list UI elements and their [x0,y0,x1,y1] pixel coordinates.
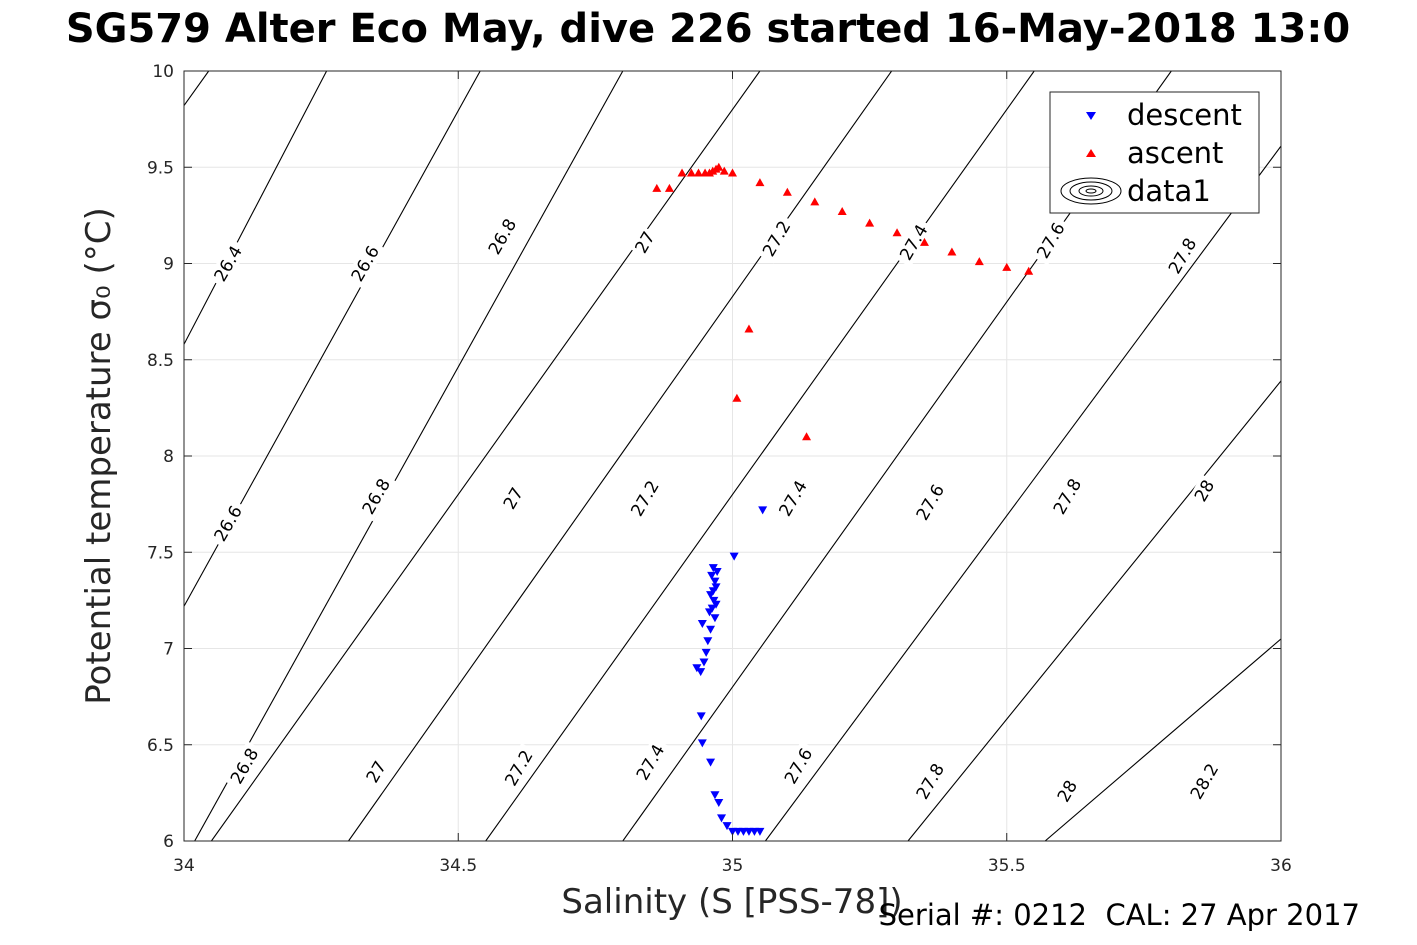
ascent-point [947,247,957,256]
x-tick-label: 34.5 [439,856,477,876]
y-tick-label: 8.5 [147,351,174,371]
serial-cal-note: Serial #: 0212 CAL: 27 Apr 2017 [878,898,1360,932]
x-tick-label: 36 [1270,856,1292,876]
y-tick-label: 6.5 [147,736,174,756]
legend-ascent-label: ascent [1127,136,1223,170]
ascent-point [802,432,812,441]
contour-line [348,71,893,841]
axis-ticks: 34 34.5 35 35.5 36 6 6.5 7 7.5 8 8.5 9 9.5 10 [147,62,1292,876]
ascent-point [728,168,737,177]
legend: descent ascent data1 [1049,91,1260,214]
ascent-point [686,168,696,177]
x-tick-label: 34 [173,856,195,876]
data-points [652,162,1034,836]
legend-descent-marker [1086,112,1096,120]
contour-line [485,71,1035,841]
y-axis-label: Potential temperature σ₀ (°C) [79,207,119,705]
descent-point [758,506,768,515]
contour-icon [1060,177,1122,205]
ascent-point [865,218,875,227]
descent-point [729,552,739,561]
descent-point [696,712,706,721]
ascent-point [1002,262,1012,271]
y-tick-label: 6 [163,832,174,852]
contour-line [184,71,328,345]
contour-line [1044,638,1281,841]
contour-line [184,71,210,106]
ascent-point [782,187,792,196]
legend-box [1049,91,1260,214]
contour-line [210,71,761,841]
ascent-point [732,393,742,402]
descent-point [717,814,727,823]
y-tick-label: 10 [152,62,174,82]
ascent-point [892,228,902,237]
ascent-point [1024,266,1034,275]
x-tick-label: 35 [722,856,744,876]
descent-point [692,664,702,673]
descent-point [755,827,765,836]
ascent-point [755,178,765,187]
ascent-point [837,207,847,216]
descent-point [710,614,720,623]
x-axis-label: Salinity (S [PSS-78]) [561,882,902,922]
contour-line [194,71,624,841]
ascent-point [677,168,687,177]
descent-point [706,591,716,600]
descent-point [703,637,713,646]
descent-point [697,739,707,748]
ascent-point [652,183,662,192]
descent-point [710,577,720,586]
descent-point [697,619,707,628]
descent-point [699,658,709,667]
y-tick-label: 9.5 [147,158,174,178]
x-tick-label: 35.5 [988,856,1026,876]
y-tick-label: 9 [163,255,174,275]
descent-point [706,758,716,767]
ascent-point [714,162,724,171]
descent-point [707,571,717,580]
ascent-point [664,183,674,192]
descent-point [706,625,716,634]
descent-point [722,822,732,831]
contour-line [907,380,1281,841]
ascent-point [719,166,729,175]
contour-line [764,145,1281,841]
descent-point [704,608,714,617]
ascent-point [810,197,820,206]
descent-point [712,568,722,576]
y-tick-label: 8 [163,447,174,467]
legend-data1-label: data1 [1127,174,1211,208]
descent-point [696,668,706,677]
legend-ascent-marker [1086,149,1096,157]
ascent-point [974,257,984,266]
y-tick-label: 7 [163,640,174,660]
ascent-point [693,168,703,177]
descent-point [714,799,724,807]
legend-descent-label: descent [1127,98,1242,132]
ascent-point [919,237,929,246]
y-tick-label: 7.5 [147,543,174,563]
ascent-point [744,324,754,333]
density-contours [184,71,1281,841]
descent-point [710,791,720,800]
descent-point [701,648,711,657]
chart-title: SG579 Alter Eco May, dive 226 started 16… [65,6,1351,52]
